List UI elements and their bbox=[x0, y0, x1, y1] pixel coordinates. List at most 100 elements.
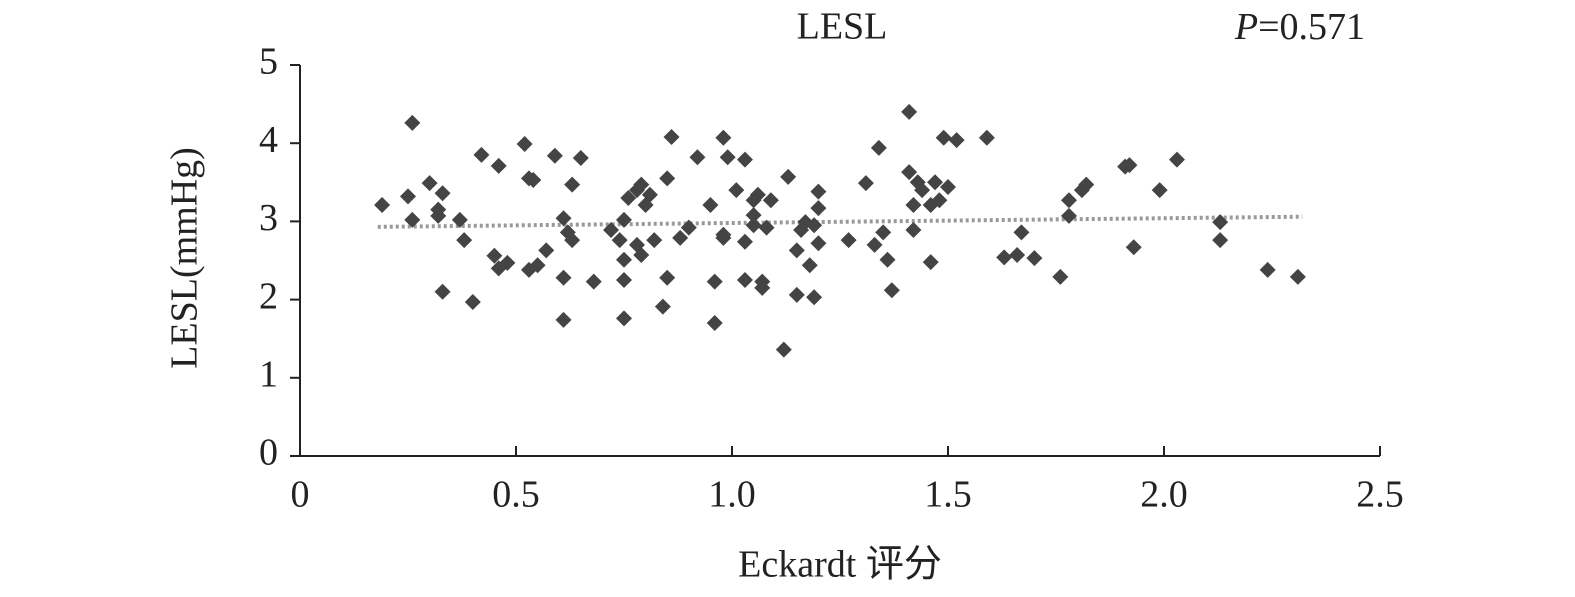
point bbox=[490, 157, 507, 174]
y-axis-label: LESL(mmHg) bbox=[164, 147, 206, 369]
y-tick-label: 0 bbox=[259, 432, 278, 474]
point bbox=[421, 175, 438, 192]
point bbox=[456, 232, 473, 249]
y-tick-label: 5 bbox=[259, 41, 278, 83]
point bbox=[616, 272, 632, 289]
point bbox=[905, 222, 922, 239]
point bbox=[404, 211, 421, 228]
point bbox=[555, 269, 572, 286]
point bbox=[810, 235, 827, 252]
point bbox=[706, 315, 723, 332]
point bbox=[564, 232, 581, 249]
point bbox=[728, 182, 745, 199]
x-axis-label: Eckardt 评分 bbox=[738, 544, 942, 586]
point bbox=[883, 282, 900, 299]
y-tick-label: 3 bbox=[259, 197, 278, 239]
point bbox=[762, 192, 779, 209]
point bbox=[404, 114, 421, 131]
x-tick-label: 1.0 bbox=[708, 474, 756, 516]
point bbox=[702, 196, 719, 213]
x-tick-label: 1.5 bbox=[924, 474, 972, 516]
y-tick-label: 4 bbox=[259, 119, 278, 161]
point bbox=[806, 217, 823, 234]
point bbox=[857, 175, 874, 192]
point bbox=[706, 273, 723, 290]
point bbox=[546, 147, 563, 164]
point bbox=[1060, 192, 1077, 209]
point bbox=[451, 211, 468, 228]
point bbox=[529, 257, 546, 274]
point bbox=[434, 283, 451, 300]
point bbox=[616, 310, 632, 327]
point bbox=[749, 186, 766, 203]
point bbox=[810, 183, 827, 200]
x-tick-label: 2.0 bbox=[1140, 474, 1188, 516]
point bbox=[745, 217, 762, 234]
point bbox=[870, 139, 887, 156]
point bbox=[719, 149, 736, 166]
point bbox=[585, 273, 602, 290]
point bbox=[603, 222, 620, 239]
point bbox=[486, 247, 503, 264]
point bbox=[1026, 250, 1043, 267]
point bbox=[1013, 224, 1030, 241]
point bbox=[663, 128, 680, 145]
point bbox=[948, 132, 965, 149]
point bbox=[430, 207, 447, 224]
point bbox=[780, 168, 797, 185]
point bbox=[922, 254, 939, 271]
point bbox=[1259, 261, 1276, 278]
point bbox=[689, 149, 706, 166]
point bbox=[374, 196, 391, 213]
point bbox=[736, 151, 753, 168]
point bbox=[715, 229, 732, 246]
point bbox=[801, 257, 818, 274]
point bbox=[641, 186, 658, 203]
annotation: P=0.571 bbox=[1234, 6, 1365, 48]
point bbox=[775, 341, 792, 358]
point bbox=[1289, 268, 1306, 285]
point bbox=[555, 311, 572, 328]
point bbox=[473, 146, 490, 163]
point bbox=[754, 279, 771, 296]
point bbox=[1168, 151, 1185, 168]
point bbox=[659, 269, 676, 286]
point bbox=[736, 233, 753, 250]
point bbox=[935, 129, 952, 146]
point bbox=[620, 189, 637, 206]
annotation-italic: P bbox=[1234, 6, 1258, 48]
point bbox=[616, 211, 632, 228]
point bbox=[538, 242, 555, 259]
point bbox=[564, 176, 581, 193]
point bbox=[464, 293, 481, 310]
point bbox=[996, 249, 1013, 266]
point bbox=[1212, 214, 1229, 231]
point bbox=[1078, 176, 1095, 193]
point bbox=[715, 129, 732, 146]
point bbox=[646, 232, 663, 249]
point bbox=[434, 185, 451, 202]
point bbox=[616, 251, 632, 268]
point bbox=[840, 232, 857, 249]
point bbox=[788, 242, 805, 259]
point bbox=[633, 247, 650, 264]
point bbox=[400, 188, 416, 205]
point bbox=[572, 150, 589, 167]
x-tick-label: 0.5 bbox=[492, 474, 540, 516]
point bbox=[516, 135, 533, 152]
point bbox=[1121, 157, 1138, 174]
point bbox=[1125, 239, 1142, 256]
point bbox=[1151, 182, 1168, 199]
point bbox=[659, 170, 676, 187]
x-tick-label: 2.5 bbox=[1356, 474, 1404, 516]
chart-title: LESL bbox=[797, 6, 888, 48]
point bbox=[758, 219, 775, 236]
point bbox=[611, 232, 628, 249]
point bbox=[914, 182, 931, 199]
point bbox=[901, 103, 918, 120]
point bbox=[788, 286, 805, 303]
point bbox=[525, 171, 542, 188]
point bbox=[905, 196, 922, 213]
point bbox=[879, 251, 896, 268]
